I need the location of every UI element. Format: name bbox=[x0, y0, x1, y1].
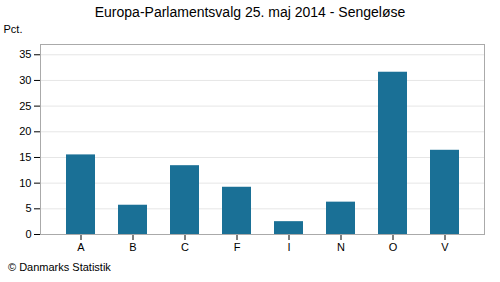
svg-text:5: 5 bbox=[25, 202, 31, 214]
svg-text:35: 35 bbox=[19, 48, 31, 60]
svg-text:25: 25 bbox=[19, 100, 31, 112]
svg-text:C: C bbox=[181, 241, 189, 253]
svg-text:Pct.: Pct. bbox=[4, 23, 23, 35]
svg-text:I: I bbox=[287, 241, 290, 253]
html-text:© Danmarks Statistik: © Danmarks Statistik bbox=[8, 261, 111, 273]
svg-text:O: O bbox=[389, 241, 398, 253]
svg-text:15: 15 bbox=[19, 151, 31, 163]
html-text:Europa-Parlamentsvalg 25. maj: Europa-Parlamentsvalg 25. maj 2014 - Sen… bbox=[94, 4, 406, 20]
svg-text:B: B bbox=[129, 241, 136, 253]
svg-text:A: A bbox=[77, 241, 85, 253]
svg-text:F: F bbox=[234, 241, 241, 253]
svg-text:20: 20 bbox=[19, 125, 31, 137]
svg-text:0: 0 bbox=[25, 228, 31, 240]
svg-text:V: V bbox=[441, 241, 449, 253]
svg-text:30: 30 bbox=[19, 74, 31, 86]
svg-text:10: 10 bbox=[19, 177, 31, 189]
svg-text:N: N bbox=[337, 241, 345, 253]
